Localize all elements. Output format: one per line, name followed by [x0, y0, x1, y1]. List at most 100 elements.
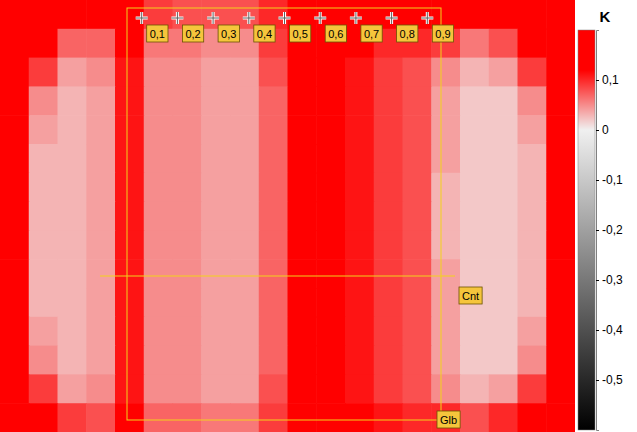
heatmap-cell	[86, 317, 115, 346]
heatmap-cell	[144, 288, 173, 317]
heatmap-cell	[173, 86, 202, 115]
heatmap-cell	[431, 259, 460, 288]
heatmap-cell	[460, 202, 489, 231]
heatmap-cell	[173, 202, 202, 231]
tick-mark	[596, 130, 599, 131]
colorbar-axis: 0,10-0,1-0,2-0,3-0,4-0,5	[596, 31, 623, 431]
heatmap-cell	[58, 288, 87, 317]
heatmap-cell	[29, 29, 58, 58]
heatmap-cell	[431, 374, 460, 403]
heatmap-cell	[345, 317, 374, 346]
tick-mark	[596, 280, 599, 281]
heatmap-cell	[115, 29, 144, 58]
heatmap-cell	[374, 346, 403, 375]
heatmap-cell	[460, 259, 489, 288]
heatmap-cell	[403, 144, 432, 173]
heatmap-cell	[58, 173, 87, 202]
marker-cross	[391, 12, 392, 24]
heatmap-cell	[144, 346, 173, 375]
marker	[350, 12, 362, 24]
heatmap-cell	[518, 403, 547, 432]
heatmap-cell	[374, 86, 403, 115]
heatmap-cell	[144, 144, 173, 173]
heatmap-cell	[489, 115, 518, 144]
heatmap-cell	[29, 144, 58, 173]
heatmap-cell	[201, 173, 230, 202]
marker-label: 0,1	[147, 25, 168, 42]
heatmap-cell	[288, 58, 317, 87]
tick-label: 0,1	[602, 73, 619, 87]
heatmap-cell	[403, 317, 432, 346]
heatmap-cell	[201, 346, 230, 375]
heatmap-cell	[316, 58, 345, 87]
heatmap-cell	[374, 230, 403, 259]
heatmap-cell	[29, 86, 58, 115]
heatmap-cell	[0, 202, 29, 231]
colorbar-tick: -0,1	[596, 173, 623, 187]
heatmap-cell	[0, 317, 29, 346]
heatmap-cell	[431, 346, 460, 375]
heatmap-cell	[201, 259, 230, 288]
heatmap-cell	[374, 58, 403, 87]
tick-mark	[596, 230, 599, 231]
heatmap-cell	[546, 144, 575, 173]
heatmap-cell	[29, 0, 58, 29]
heatmap-cell	[115, 317, 144, 346]
heatmap-cell	[29, 346, 58, 375]
heatmap-cell	[259, 403, 288, 432]
heatmap-cell	[288, 202, 317, 231]
heatmap-cell	[230, 115, 259, 144]
heatmap-cell	[316, 115, 345, 144]
heatmap-cell	[201, 403, 230, 432]
heatmap-cell	[345, 173, 374, 202]
line-label: Cnt	[459, 287, 482, 304]
colorbar-tick: -0,2	[596, 223, 623, 237]
heatmap-cell	[546, 202, 575, 231]
heatmap-cell	[115, 230, 144, 259]
heatmap-cell	[86, 58, 115, 87]
heatmap-cell	[86, 202, 115, 231]
colorbar-tick: 0	[596, 123, 609, 137]
colorbar-tick: -0,5	[596, 373, 623, 387]
frame-label-text: Glb	[440, 414, 457, 426]
heatmap-cell	[144, 259, 173, 288]
annotations: CntGlb0,10,20,30,40,50,60,70,80,9	[100, 8, 482, 428]
heatmap-cell	[460, 144, 489, 173]
heatmap-cell	[489, 29, 518, 58]
heatmap-cell	[374, 317, 403, 346]
heatmap-cell	[115, 346, 144, 375]
marker	[314, 12, 326, 24]
heatmap-cell	[345, 259, 374, 288]
heatmap-cell	[546, 86, 575, 115]
heatmap-cell	[0, 86, 29, 115]
heatmap-cell	[546, 374, 575, 403]
heatmap-cell	[431, 58, 460, 87]
heatmap-cell	[0, 288, 29, 317]
marker-label-box	[218, 25, 239, 42]
heatmap-cell	[58, 86, 87, 115]
heatmap-cell	[518, 86, 547, 115]
heatmap-cell	[0, 115, 29, 144]
heatmap-cell	[288, 317, 317, 346]
heatmap-cell	[431, 29, 460, 58]
heatmap-cell	[316, 173, 345, 202]
heatmap-cell	[173, 374, 202, 403]
heatmap-cell	[316, 259, 345, 288]
marker-cross	[213, 12, 214, 24]
marker	[386, 12, 398, 24]
heatmap-cell	[115, 202, 144, 231]
heatmap-cell	[86, 259, 115, 288]
heatmap-cell	[518, 230, 547, 259]
heatmap-cell	[403, 288, 432, 317]
heatmap-cell	[173, 317, 202, 346]
heatmap-cell	[316, 86, 345, 115]
heatmap-cell	[29, 230, 58, 259]
marker-label-box	[290, 25, 311, 42]
marker-label-text: 0,2	[185, 28, 200, 40]
heatmap-cell	[546, 0, 575, 29]
heatmap-cell	[374, 374, 403, 403]
heatmap-cell	[173, 288, 202, 317]
heatmap-cell	[374, 403, 403, 432]
heatmap-cell	[201, 317, 230, 346]
heatmap-cell	[431, 173, 460, 202]
